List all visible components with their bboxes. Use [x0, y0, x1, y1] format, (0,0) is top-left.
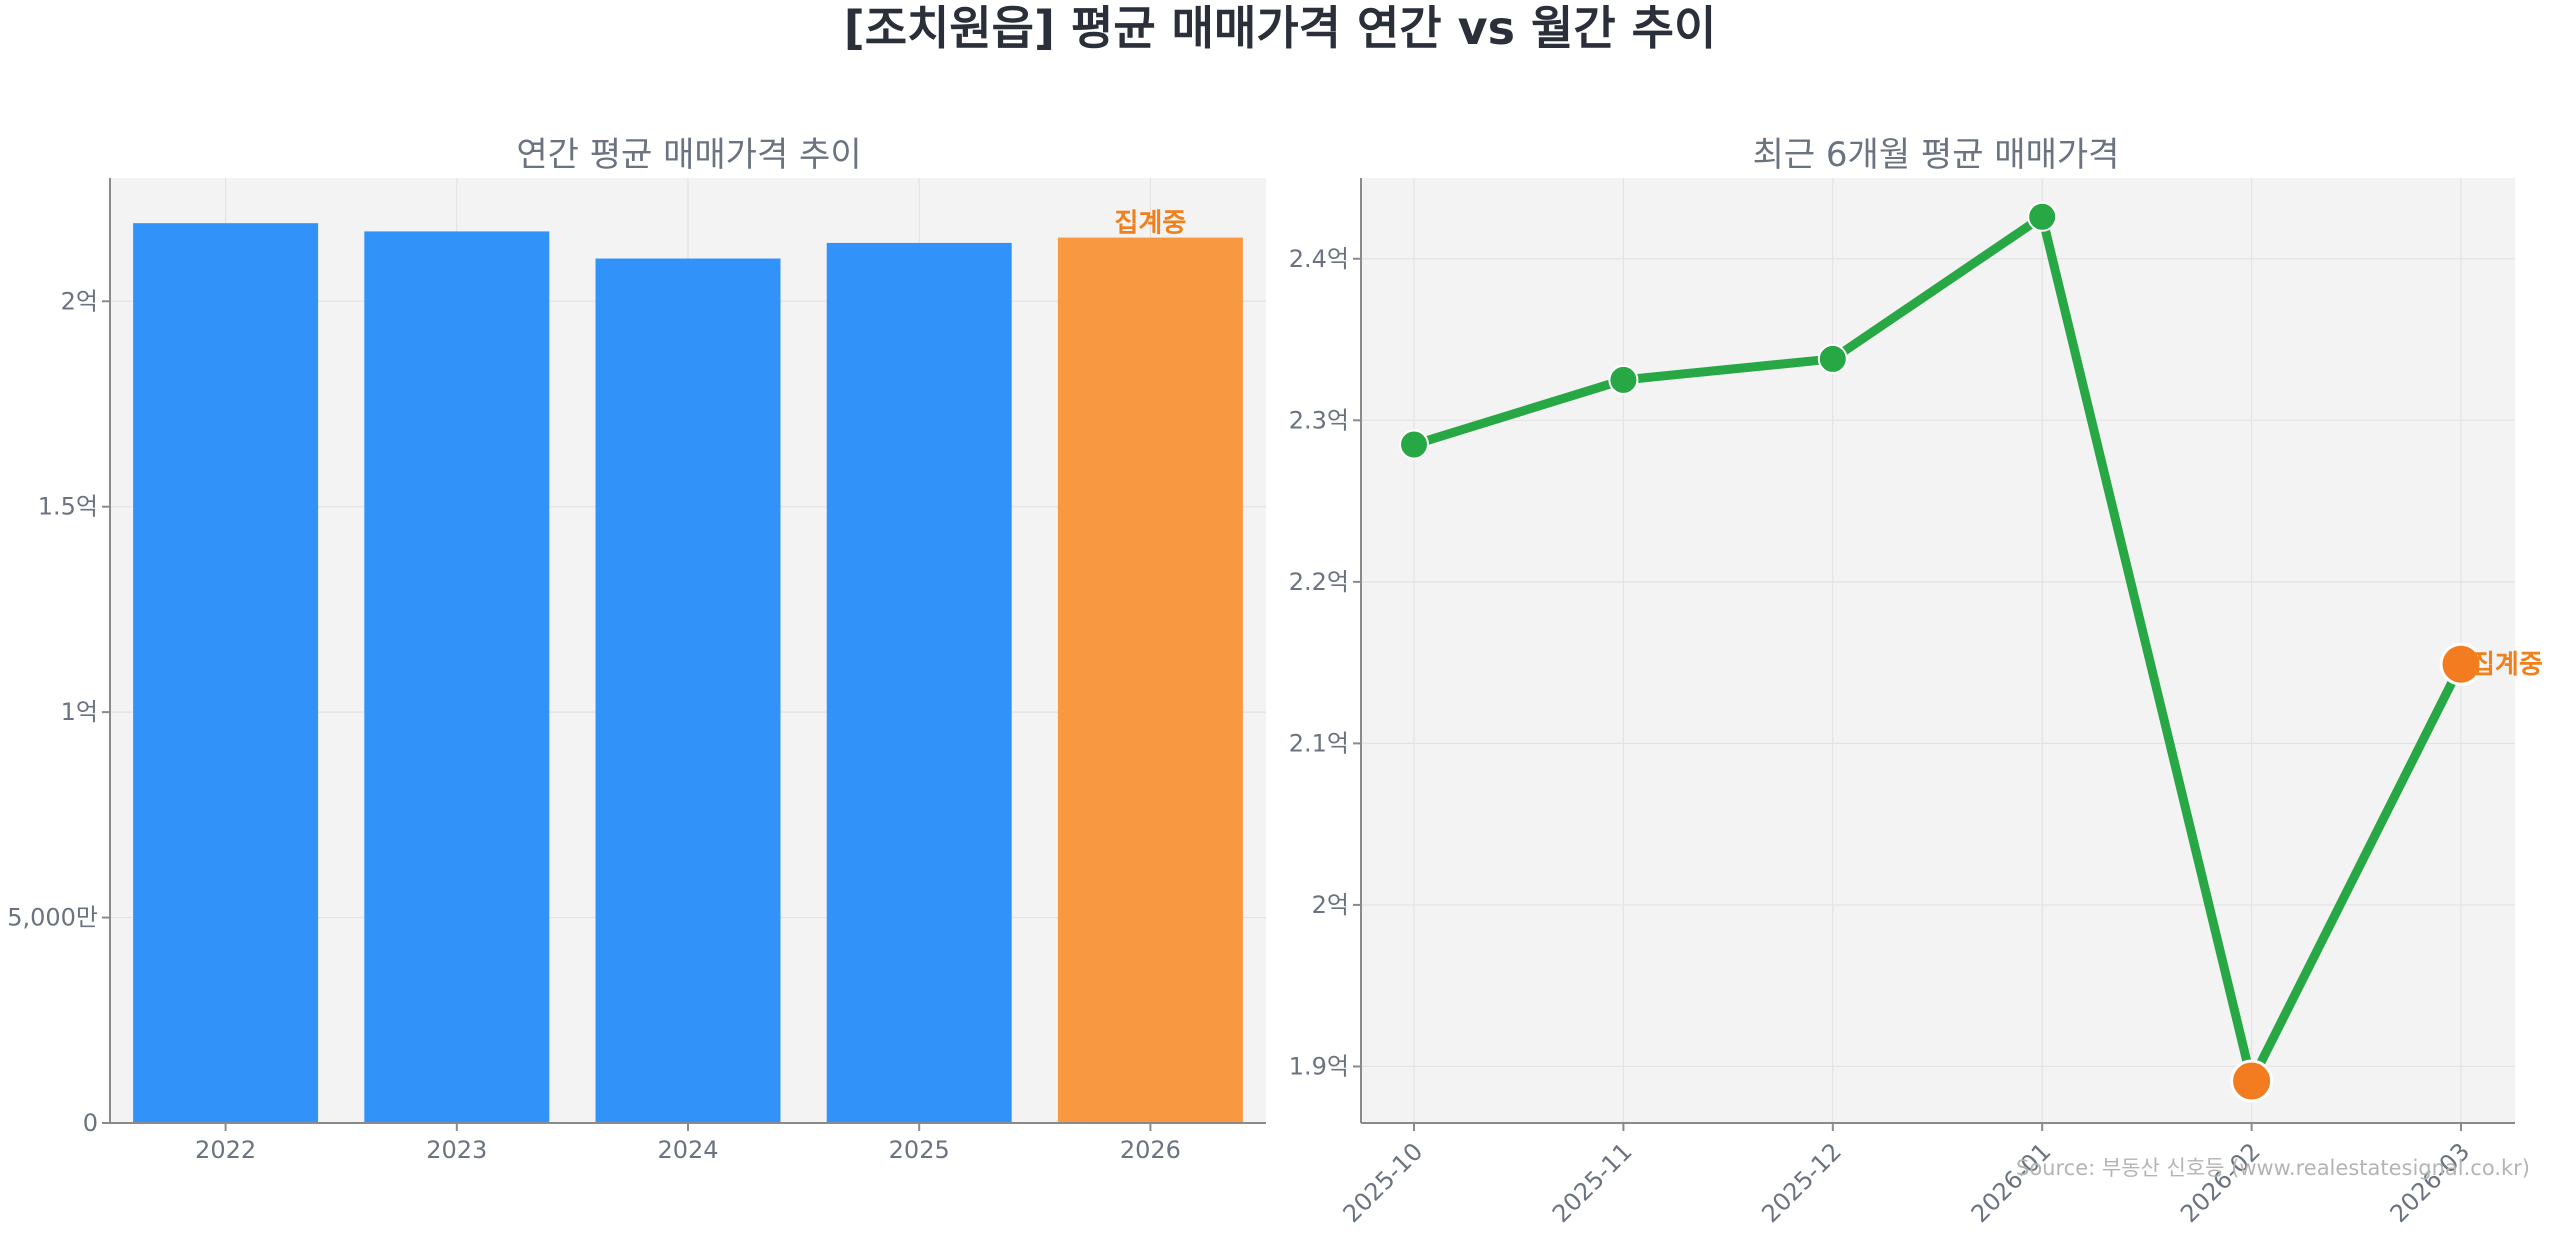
annual-pending-label: 집계중 — [1115, 209, 1187, 239]
monthly-xtick-label: 2025-10 — [1338, 1137, 1429, 1228]
monthly-xtick-label: 2026-01 — [1966, 1137, 2057, 1228]
annual-xtick-label: 2026 — [1120, 1136, 1181, 1164]
page-title: [조치원읍] 평균 매매가격 연간 vs 월간 추이 — [844, 1, 1717, 55]
annual-xtick-label: 2023 — [426, 1136, 487, 1164]
monthly-pending-marker — [2439, 642, 2483, 686]
monthly-price-marker — [1399, 429, 1429, 460]
monthly-xtick-label: 2025-12 — [1756, 1137, 1847, 1228]
bar-2023 — [364, 231, 550, 1124]
monthly-xtick-label: 2026-03 — [2385, 1137, 2476, 1228]
monthly-xtick-label: 2025-11 — [1547, 1137, 1638, 1228]
monthly-price-marker — [2027, 201, 2058, 232]
monthly-line-chart: 최근 6개월 평균 매매가격 1.9억 2억 2.1억 2.2억 2.3억 2.4억 202… — [1289, 135, 2543, 1228]
monthly-price-marker — [1817, 343, 1848, 374]
monthly-chart-title: 최근 6개월 평균 매매가격 — [1753, 135, 2120, 175]
annual-chart-title: 연간 평균 매매가격 추이 — [516, 135, 861, 175]
bar-2022 — [133, 223, 319, 1123]
monthly-price-line — [1409, 212, 2466, 1086]
bar-2025 — [826, 242, 1012, 1124]
monthly-xtick-label: 2026-02 — [2175, 1137, 2266, 1228]
monthly-ytick-label: 2.3억 — [1289, 406, 1349, 434]
monthly-pending-label: 집계중 — [2471, 650, 2543, 680]
annual-xtick-label: 2025 — [889, 1136, 950, 1164]
annual-xtick-label: 2022 — [195, 1136, 256, 1164]
bar-2024 — [595, 258, 781, 1124]
monthly-ytick-label: 2억 — [1312, 891, 1349, 919]
annual-ytick-label: 1.5억 — [38, 493, 98, 521]
annual-bar-chart: 연간 평균 매매가격 추이 0 5,000만 1억 1.5억 2억 2022 2023 202… — [7, 135, 1266, 1164]
annual-ytick-label: 5,000만 — [7, 904, 98, 932]
annual-ytick-label: 1억 — [61, 698, 98, 726]
monthly-ytick-label: 2.2억 — [1289, 568, 1349, 596]
source-note: Source: 부동산 신호등 (www.realestatesignal.co… — [2016, 1156, 2530, 1180]
monthly-ytick-label: 2.1억 — [1289, 729, 1349, 757]
annual-ytick-label: 0 — [83, 1109, 98, 1137]
monthly-ytick-label: 1.9억 — [1289, 1052, 1349, 1080]
monthly-plot-area — [1361, 178, 2515, 1123]
bar-2026-pending — [1057, 237, 1243, 1124]
annual-ytick-label: 2억 — [61, 287, 98, 315]
monthly-ytick-label: 2.4억 — [1289, 245, 1349, 273]
monthly-price-marker — [1608, 364, 1639, 395]
annual-xtick-label: 2024 — [657, 1136, 718, 1164]
monthly-pending-marker — [2230, 1059, 2274, 1103]
